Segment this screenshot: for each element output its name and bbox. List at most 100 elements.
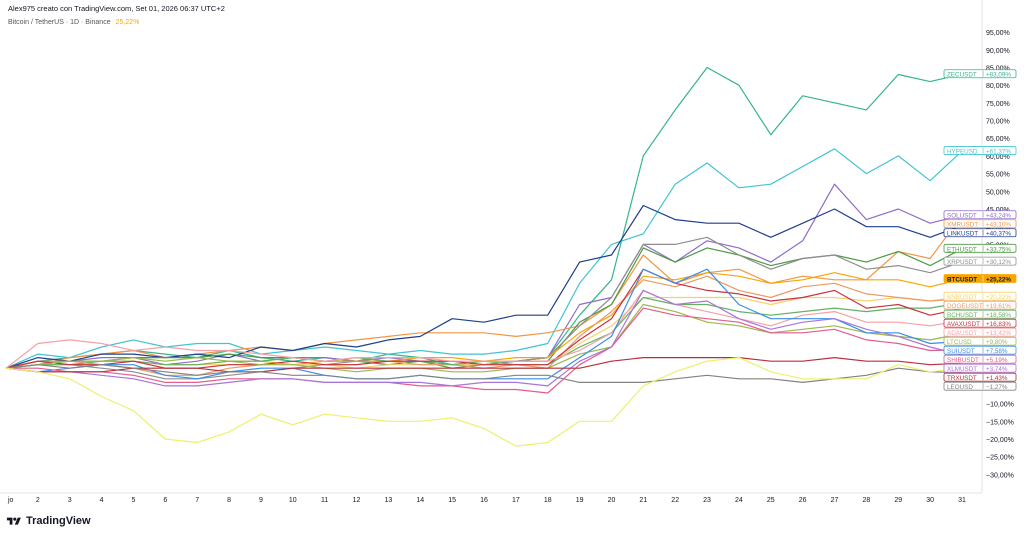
series-change-label: −1,27% [986, 384, 1008, 391]
y-tick-label: 95,00% [986, 30, 1010, 37]
series-name-label: ZECUSDT [947, 72, 977, 79]
series-change-label: +9,80% [986, 339, 1008, 346]
y-tick-label: 40,00% [986, 225, 1010, 232]
series-line-zecusdt[interactable] [5, 66, 963, 369]
price-label-box [943, 363, 1017, 373]
series-name-label: SUIUSDT [947, 348, 975, 355]
x-tick-label: 10 [289, 497, 297, 504]
series-name-label: BCHUSDT [947, 312, 978, 319]
series-change-label: +1,43% [986, 375, 1008, 382]
y-tick-label: 85,00% [986, 65, 1010, 72]
symbol-name: Bitcoin / TetherUS · 1D · Binance [8, 19, 111, 26]
series-name-label: SOLUSDT [947, 213, 977, 220]
series-change-label: +19,61% [986, 303, 1011, 310]
series-name-label: TRXUSDT [947, 375, 977, 382]
x-tick-label: 4 [100, 497, 104, 504]
series-change-label: +30,12% [986, 259, 1011, 266]
series-name-label: BTCUSDT [947, 276, 977, 283]
x-tick-label: jo [7, 497, 14, 504]
series-name-label: XLMUSDT [947, 366, 977, 373]
symbol-info: Bitcoin / TetherUS · 1D · Binance 25,22% [8, 19, 139, 26]
x-tick-label: 2 [36, 497, 40, 504]
series-change-label: +33,75% [986, 246, 1011, 253]
x-tick-label: 16 [480, 497, 488, 504]
y-tick-label: −30,00% [986, 472, 1014, 479]
price-label-box [943, 291, 1017, 301]
price-label-box [943, 219, 1017, 229]
series-name-label: DOGEUSDT [947, 303, 983, 310]
y-tick-label: 80,00% [986, 83, 1010, 90]
x-tick-label: 23 [703, 497, 711, 504]
price-label-box [943, 146, 1017, 155]
series-name-label: LEOUSD [947, 384, 973, 391]
price-label-box [943, 309, 1017, 319]
series-change-label: +18,58% [986, 312, 1011, 319]
series-line-leousd[interactable] [5, 364, 963, 383]
price-label-box [943, 381, 1017, 391]
series-line-unnamed[interactable] [5, 357, 963, 447]
x-tick-label: 25 [767, 497, 775, 504]
x-tick-label: 18 [544, 497, 552, 504]
series-name-label: AVAXUSDT [947, 321, 980, 328]
series-line-trxusdt[interactable] [5, 357, 963, 373]
x-tick-label: 22 [671, 497, 679, 504]
x-tick-label: 7 [195, 497, 199, 504]
series-name-label: BNBUSDT [947, 294, 977, 301]
series-name-label: LINKUSDT [947, 231, 978, 238]
x-tick-label: 17 [512, 497, 520, 504]
y-tick-label: 50,00% [986, 189, 1010, 196]
series-change-label: +5,19% [986, 357, 1008, 364]
price-label-box [943, 243, 1017, 253]
series-change-label: +61,37% [986, 149, 1011, 156]
x-tick-label: 20 [608, 497, 616, 504]
price-label-box [943, 256, 1017, 266]
x-tick-label: 8 [227, 497, 231, 504]
series-change-label: +16,83% [986, 321, 1011, 328]
series-line-hypeusd[interactable] [5, 148, 963, 369]
tradingview-logo[interactable]: TradingView [6, 515, 91, 527]
y-tick-label: 75,00% [986, 101, 1010, 108]
x-tick-label: 19 [576, 497, 584, 504]
series-line-xlmusdt[interactable] [5, 289, 963, 387]
price-label-box [943, 69, 1017, 79]
series-change-label: +3,74% [986, 366, 1008, 373]
series-name-label: XRPUSDT [947, 259, 977, 266]
price-label-box [943, 210, 1017, 220]
x-tick-label: 21 [639, 497, 647, 504]
series-line-shibusdt[interactable] [6, 307, 963, 394]
x-tick-label: 27 [831, 497, 839, 504]
price-label-box [943, 354, 1017, 364]
series-name-label: XMRUSDT [947, 222, 978, 229]
y-tick-label: 55,00% [986, 172, 1010, 179]
series-line-ltcusd[interactable] [5, 303, 963, 373]
x-tick-label: 3 [68, 497, 72, 504]
series-name-label: ETHUSDT [947, 246, 977, 253]
series-line-ethusdt[interactable] [5, 247, 963, 369]
price-label-box [943, 345, 1017, 355]
price-label-box [943, 274, 1017, 283]
series-line-adausdt[interactable] [5, 289, 963, 369]
series-line-xmrusdt[interactable] [5, 215, 963, 369]
x-tick-label: 14 [416, 497, 424, 504]
series-name-label: LTCUSD [947, 339, 972, 346]
series-change-label: +25,22% [986, 276, 1011, 283]
series-change-label: +20,22% [986, 294, 1011, 301]
y-tick-label: 60,00% [986, 154, 1010, 161]
y-tick-label: 70,00% [986, 119, 1010, 126]
price-label-box [943, 372, 1017, 382]
x-tick-label: 26 [799, 497, 807, 504]
series-change-label: +40,37% [986, 231, 1011, 238]
series-change-label: +43,10% [986, 222, 1011, 229]
x-tick-label: 12 [353, 497, 361, 504]
series-change-label: +43,24% [986, 213, 1011, 220]
x-tick-label: 6 [163, 497, 167, 504]
series-change-label: +83,09% [986, 72, 1011, 79]
x-tick-label: 13 [385, 497, 393, 504]
y-tick-label: −10,00% [986, 402, 1014, 409]
series-line-dogeusdt[interactable] [5, 275, 963, 376]
y-tick-label: 90,00% [986, 48, 1010, 55]
price-label-box [943, 327, 1017, 337]
tradingview-logo-icon [6, 517, 21, 525]
x-tick-label: 11 [321, 497, 328, 504]
